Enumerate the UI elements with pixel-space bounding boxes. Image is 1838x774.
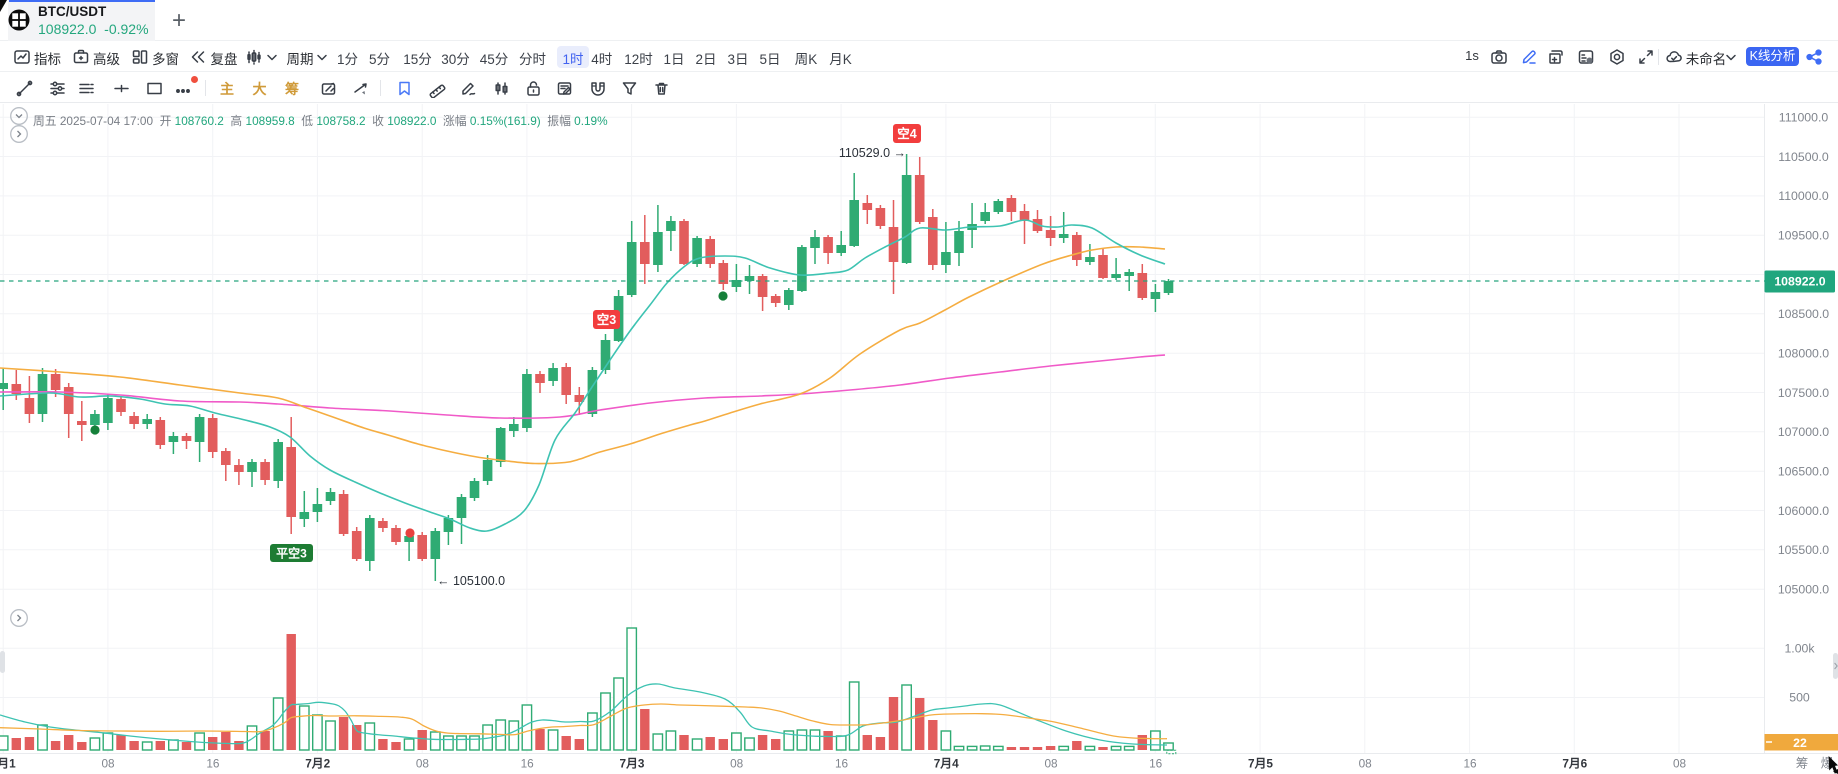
svg-text:111000.0: 111000.0	[1779, 111, 1829, 125]
svg-text:1.00k: 1.00k	[1784, 641, 1815, 655]
svg-text:105500.0: 105500.0	[1778, 543, 1829, 557]
svg-text:107500.0: 107500.0	[1778, 386, 1829, 400]
svg-text:空4: 空4	[897, 126, 917, 141]
svg-text:106500.0: 106500.0	[1778, 465, 1829, 479]
svg-text:106000.0: 106000.0	[1778, 504, 1829, 518]
svg-text:22: 22	[1793, 736, 1807, 750]
svg-text:← 105100.0: ← 105100.0	[437, 574, 505, 588]
svg-text:16: 16	[1149, 757, 1163, 771]
svg-text:16: 16	[1463, 757, 1477, 771]
svg-text:08: 08	[730, 757, 744, 771]
svg-text:空3: 空3	[597, 312, 617, 327]
svg-text:107000.0: 107000.0	[1778, 425, 1829, 439]
svg-text:7月3: 7月3	[620, 757, 645, 771]
svg-text:08: 08	[416, 757, 430, 771]
svg-text:08: 08	[101, 757, 115, 771]
svg-text:16: 16	[835, 757, 849, 771]
svg-text:7月1: 7月1	[0, 757, 16, 771]
svg-text:08: 08	[1359, 757, 1373, 771]
svg-text:109500.0: 109500.0	[1778, 229, 1829, 243]
svg-text:16: 16	[206, 757, 220, 771]
svg-text:7月4: 7月4	[934, 757, 959, 771]
svg-text:108000.0: 108000.0	[1778, 347, 1829, 361]
svg-text:108922.0: 108922.0	[1774, 275, 1825, 289]
svg-text:7月6: 7月6	[1562, 757, 1587, 771]
svg-text:08: 08	[1673, 757, 1687, 771]
svg-text:7月5: 7月5	[1248, 757, 1273, 771]
svg-text:108500.0: 108500.0	[1778, 307, 1829, 321]
svg-text:16: 16	[521, 757, 535, 771]
svg-text:110500.0: 110500.0	[1778, 150, 1829, 164]
svg-text:7月2: 7月2	[305, 757, 330, 771]
svg-text:08: 08	[1044, 757, 1058, 771]
svg-text:110529.0 →: 110529.0 →	[839, 146, 906, 160]
svg-text:500: 500	[1789, 691, 1810, 705]
svg-text:筹: 筹	[1796, 756, 1809, 771]
svg-text:105000.0: 105000.0	[1778, 583, 1829, 597]
svg-text:平空3: 平空3	[276, 545, 307, 560]
svg-text:110000.0: 110000.0	[1778, 189, 1829, 203]
